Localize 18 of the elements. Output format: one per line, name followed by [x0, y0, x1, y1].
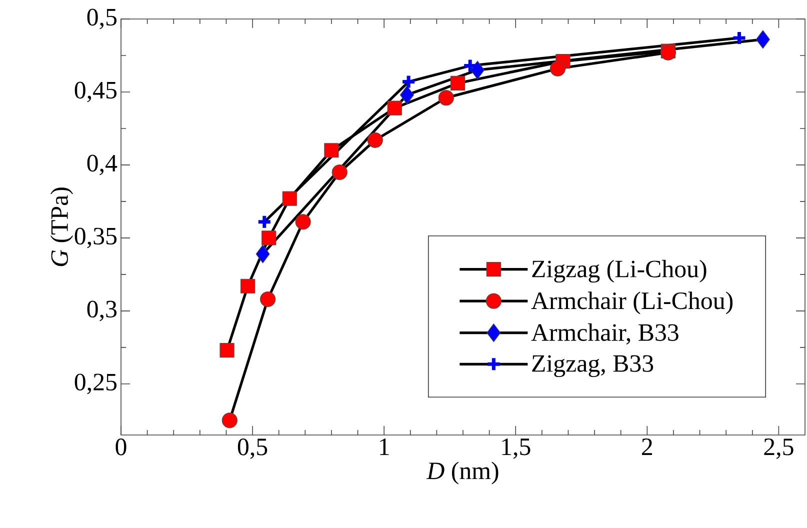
- legend-label: Armchair (Li-Chou): [531, 292, 733, 314]
- x-tick-label: 2,5: [764, 438, 794, 459]
- x-tick-label: 1,5: [502, 438, 530, 459]
- x-tick-label: 1: [380, 438, 389, 455]
- y-tick-label: 0,45: [74, 82, 117, 102]
- y-tick-label: 0,5: [87, 8, 117, 30]
- legend-label: Armchair, B33: [531, 323, 678, 345]
- x-tick-label: 0,5: [238, 438, 268, 459]
- x-tick-label: 0: [116, 438, 126, 456]
- y-tick-label: 0,4: [87, 154, 118, 176]
- y-tick-label: 0,3: [87, 300, 117, 322]
- y-axis-title: G (TPa): [50, 188, 74, 266]
- y-tick-label: 0,35: [74, 228, 117, 248]
- legend-label: Zigzag, B33: [532, 355, 654, 378]
- x-tick-label: 2: [642, 438, 652, 456]
- y-tick-label: 0,25: [74, 374, 117, 394]
- legend-label: Zigzag (Li-Chou): [532, 260, 706, 283]
- x-axis-title: D (nm): [426, 462, 498, 484]
